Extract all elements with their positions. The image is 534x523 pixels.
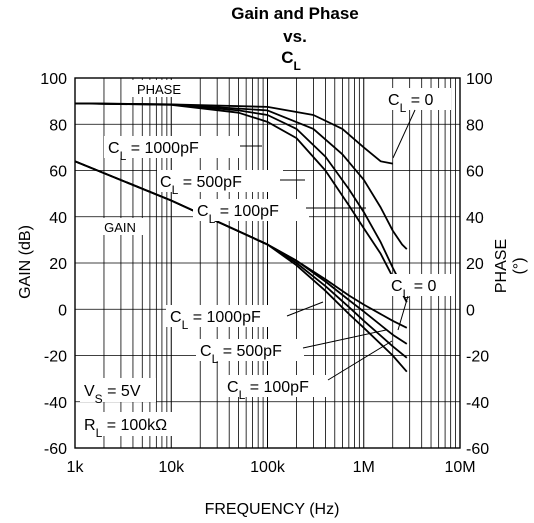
- x-axis-label: FREQUENCY (Hz): [205, 501, 340, 518]
- x-tick-label: 1k: [67, 459, 85, 476]
- y-tick-label-right: -40: [466, 395, 489, 412]
- x-tick-label: 1M: [353, 459, 375, 476]
- y-tick-label-left: 0: [58, 302, 67, 319]
- svg-text:GAIN: GAIN: [104, 220, 136, 235]
- y-tick-label-left: -60: [44, 441, 67, 458]
- y-tick-label-right: -20: [466, 349, 489, 366]
- y-tick-label-right: 40: [466, 210, 484, 227]
- y-tick-label-right: -60: [466, 441, 489, 458]
- y-tick-label-right: 100: [466, 71, 493, 88]
- annotation-gain-cl-100pf: CL = 100pF: [222, 340, 393, 402]
- y-tick-label-left: 60: [49, 164, 67, 181]
- svg-text:RL = 100kΩ: RL = 100kΩ: [84, 417, 167, 440]
- y-tick-label-left: -40: [44, 395, 67, 412]
- condition-vs: VS = 5V: [80, 378, 156, 406]
- chart-title-line-3: CL: [281, 48, 301, 73]
- y-tick-label-right: 0: [466, 302, 475, 319]
- y-tick-label-left: 40: [49, 210, 67, 227]
- svg-text:CL = 1000pF: CL = 1000pF: [170, 309, 261, 332]
- svg-text:CL = 100pF: CL = 100pF: [227, 379, 309, 402]
- x-tick-label: 100k: [250, 459, 286, 476]
- series-phase-c-l-100pf: [74, 102, 408, 250]
- y-axis-right-label: PHASE: [493, 239, 510, 293]
- axes: -60 -60 -40 -40 -20 -20 0 0 20 20 40 40 60 60 80 80 100 1…: [40, 71, 493, 476]
- y-tick-label-right: 20: [466, 256, 484, 273]
- phase-label: PHASE: [131, 80, 187, 97]
- annotation-phase-cl-0: CL = 0: [383, 88, 451, 159]
- annotation-phase-cl-100pf: CL = 100pF: [193, 199, 366, 226]
- svg-text:CL = 0: CL = 0: [388, 92, 433, 115]
- series-phase-c-l-500pf: [74, 102, 408, 296]
- svg-text:CL = 0: CL = 0: [391, 278, 436, 301]
- y-tick-label-right: 60: [466, 164, 484, 181]
- y-tick-label-left: 80: [49, 117, 67, 134]
- annotation-gain-cl-1000pf: CL = 1000pF: [166, 301, 324, 332]
- y-tick-label-right: 80: [466, 117, 484, 134]
- annotation-gain-cl-0: CL = 0: [386, 274, 452, 331]
- chart-title-line-2: vs.: [283, 27, 307, 46]
- annotation-phase-cl-1000pf: CL = 1000pF: [104, 136, 262, 163]
- condition-rl: RL = 100kΩ: [80, 412, 192, 440]
- x-tick-label: 10M: [444, 459, 475, 476]
- svg-text:VS = 5V: VS = 5V: [84, 383, 141, 406]
- y-tick-label-left: 100: [40, 71, 67, 88]
- svg-text:CL = 500pF: CL = 500pF: [160, 174, 242, 197]
- svg-text:PHASE: PHASE: [137, 82, 181, 97]
- y-tick-label-left: -20: [44, 349, 67, 366]
- svg-text:CL = 500pF: CL = 500pF: [200, 343, 282, 366]
- y-tick-label-left: 20: [49, 256, 67, 273]
- y-axis-right-unit: (°): [511, 257, 528, 274]
- chart-title-line-1: Gain and Phase: [231, 4, 359, 23]
- gain-label: GAIN: [96, 218, 144, 235]
- annotation-phase-cl-500pf: CL = 500pF: [157, 170, 305, 197]
- svg-text:CL = 100pF: CL = 100pF: [197, 203, 279, 226]
- svg-text:CL = 1000pF: CL = 1000pF: [108, 140, 199, 163]
- y-axis-left-label: GAIN (dB): [17, 225, 34, 299]
- x-tick-label: 10k: [158, 459, 185, 476]
- plot-frame: [74, 77, 461, 449]
- annotation-gain-cl-500pf: CL = 500pF: [196, 329, 387, 366]
